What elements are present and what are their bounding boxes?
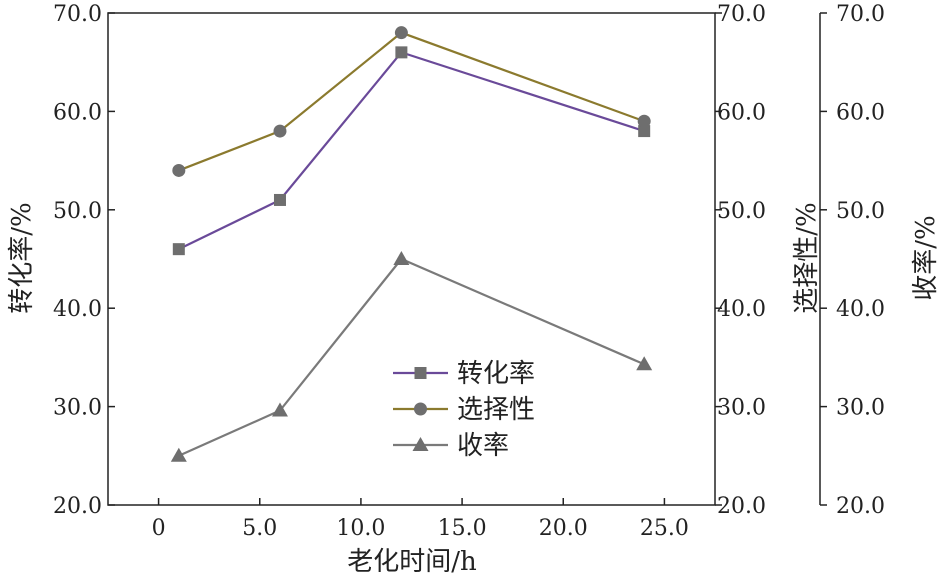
data-point-circle [172,163,186,177]
right-y-axis-selectivity: 20.0 30.0 40.0 50.0 60.0 70.0 [715,2,766,519]
x-tick-label: 10.0 [336,516,385,541]
data-point-circle [394,26,408,40]
data-point-circle [273,124,287,138]
data-point-square [638,125,651,138]
x-tick-label: 5.0 [242,516,277,541]
left-y-tick-label: 70.0 [53,2,102,27]
legend-label-triangle: 收率 [457,431,509,461]
x-tick-label: 15.0 [438,516,487,541]
x-axis: 0 5.0 10.0 15.0 20.0 25.0 [152,498,689,541]
left-y-axis: 20.0 30.0 40.0 50.0 60.0 70.0 [53,2,115,519]
x-tick-label: 20.0 [539,516,588,541]
data-point-triangle [271,402,288,417]
legend-label-square: 转化率 [457,359,535,389]
plot-border [107,12,716,506]
right-y-axis-yield-title: 收率/% [911,215,941,300]
x-tick-label: 25.0 [640,516,689,541]
right-y-tick-label-selectivity: 70.0 [717,2,766,27]
series-line-circle [178,31,645,172]
left-y-tick-label: 20.0 [53,494,102,519]
right-y-tick-label-selectivity: 20.0 [717,494,766,519]
data-point-square [273,193,286,206]
left-y-tick-label: 60.0 [53,100,102,125]
plot-frame [107,12,716,506]
series-line-triangle [178,257,645,457]
left-y-axis-title: 转化率/% [7,202,37,313]
series-line-square [178,51,645,251]
data-point-circle [637,114,651,128]
legend-label-circle: 选择性 [457,395,535,425]
right-y-tick-label-selectivity: 40.0 [717,297,766,322]
right-y-axis-yield: 20.0 30.0 40.0 50.0 60.0 70.0 [819,2,885,519]
data-point-triangle [170,447,187,462]
series-circle [172,26,651,177]
right-y-tick-label-yield: 40.0 [836,297,885,322]
data-point-triangle [393,251,410,265]
legend-marker-square [414,367,427,379]
right-y-tick-label-yield: 20.0 [836,494,885,519]
right-y-tick-label-yield: 50.0 [836,199,885,224]
x-tick-label: 0 [152,516,166,541]
right-y-tick-label-yield: 70.0 [836,2,885,27]
series-layer [170,26,653,462]
data-point-square [395,46,408,59]
left-y-tick-label: 50.0 [53,199,102,224]
right-y-tick-label-selectivity: 50.0 [717,199,766,224]
series-square [172,46,651,256]
data-point-square [172,243,185,256]
legend-marker-triangle [412,437,429,451]
data-point-triangle [636,356,653,371]
left-y-tick-label: 40.0 [53,297,102,322]
legend-marker-circle [414,402,427,416]
x-axis-title: 老化时间/h [347,547,477,577]
left-y-tick-label: 30.0 [53,396,102,421]
right-y-tick-label-selectivity: 30.0 [717,396,766,421]
right-y-axis-selectivity-title: 选择性/% [792,202,822,313]
right-y-tick-label-selectivity: 60.0 [717,100,766,125]
right-y-tick-label-yield: 60.0 [836,100,885,125]
series-triangle [170,251,653,462]
right-y-tick-label-yield: 30.0 [836,396,885,421]
